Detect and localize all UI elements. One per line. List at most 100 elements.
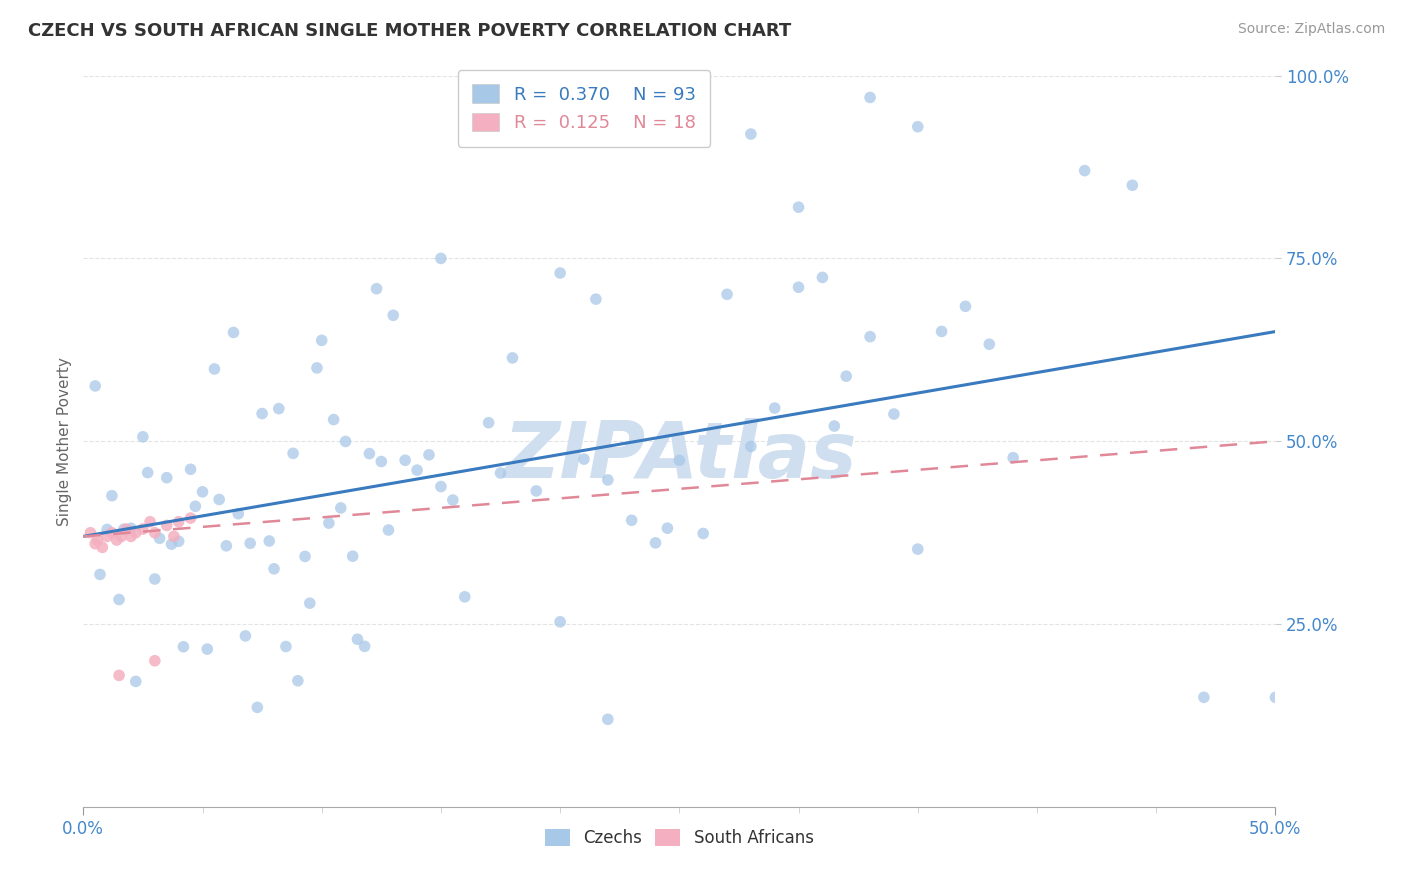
Point xyxy=(377,523,399,537)
Point xyxy=(195,642,218,657)
Point xyxy=(907,542,929,557)
Point xyxy=(156,518,179,533)
Point xyxy=(101,489,124,503)
Point xyxy=(191,484,214,499)
Point xyxy=(222,326,245,340)
Point xyxy=(740,127,762,141)
Point xyxy=(585,292,607,306)
Text: Source: ZipAtlas.com: Source: ZipAtlas.com xyxy=(1237,22,1385,37)
Point xyxy=(787,280,810,294)
Point xyxy=(305,360,328,375)
Point xyxy=(125,525,148,540)
Point xyxy=(79,525,101,540)
Point xyxy=(346,632,368,647)
Point xyxy=(120,521,142,535)
Point xyxy=(311,334,333,348)
Point xyxy=(167,534,190,549)
Point xyxy=(287,673,309,688)
Point xyxy=(239,536,262,550)
Point xyxy=(883,407,905,421)
Point xyxy=(668,90,690,104)
Point xyxy=(596,473,619,487)
Point xyxy=(644,536,666,550)
Point xyxy=(931,325,953,339)
Point xyxy=(143,572,166,586)
Point xyxy=(716,287,738,301)
Point xyxy=(96,529,118,543)
Point xyxy=(979,337,1001,351)
Point xyxy=(84,379,107,393)
Point xyxy=(353,640,375,654)
Point xyxy=(322,412,344,426)
Point xyxy=(139,515,162,529)
Point xyxy=(907,120,929,134)
Point xyxy=(180,511,202,525)
Point xyxy=(208,492,231,507)
Text: CZECH VS SOUTH AFRICAN SINGLE MOTHER POVERTY CORRELATION CHART: CZECH VS SOUTH AFRICAN SINGLE MOTHER POV… xyxy=(28,22,792,40)
Point xyxy=(1192,690,1215,705)
Point xyxy=(359,447,381,461)
Point xyxy=(108,668,131,682)
Point xyxy=(294,549,316,564)
Point xyxy=(167,515,190,529)
Point xyxy=(524,483,547,498)
Point xyxy=(787,200,810,214)
Point xyxy=(955,299,977,313)
Point xyxy=(143,525,166,540)
Point xyxy=(132,522,155,536)
Point xyxy=(572,452,595,467)
Point xyxy=(859,90,882,104)
Point xyxy=(180,462,202,476)
Point xyxy=(204,362,226,376)
Point xyxy=(84,537,107,551)
Text: ZIPAtlas: ZIPAtlas xyxy=(502,418,856,494)
Point xyxy=(657,521,679,535)
Point xyxy=(329,500,352,515)
Point xyxy=(281,446,304,460)
Point xyxy=(163,529,186,543)
Point xyxy=(454,590,477,604)
Y-axis label: Single Mother Poverty: Single Mother Poverty xyxy=(58,357,72,525)
Point xyxy=(274,640,297,654)
Point xyxy=(250,407,273,421)
Point xyxy=(342,549,364,564)
Point xyxy=(620,513,643,527)
Point xyxy=(226,507,249,521)
Point xyxy=(318,516,340,530)
Point xyxy=(112,522,135,536)
Point xyxy=(430,479,453,493)
Point xyxy=(1121,178,1143,193)
Point xyxy=(246,700,269,714)
Point xyxy=(1002,450,1025,465)
Point xyxy=(136,466,159,480)
Point xyxy=(548,266,571,280)
Point xyxy=(366,282,388,296)
Point xyxy=(430,252,453,266)
Point xyxy=(692,526,714,541)
Point xyxy=(125,674,148,689)
Point xyxy=(335,434,357,449)
Point xyxy=(235,629,257,643)
Point xyxy=(89,567,111,582)
Point xyxy=(115,522,138,536)
Point xyxy=(120,529,142,543)
Point xyxy=(418,448,440,462)
Point xyxy=(149,532,172,546)
Point xyxy=(101,525,124,540)
Point xyxy=(596,712,619,726)
Point xyxy=(406,463,429,477)
Point xyxy=(370,454,392,468)
Point xyxy=(859,329,882,343)
Point xyxy=(108,592,131,607)
Point xyxy=(172,640,194,654)
Point xyxy=(489,466,512,480)
Point xyxy=(1264,690,1286,705)
Point xyxy=(382,308,405,322)
Point xyxy=(160,537,183,551)
Point xyxy=(259,533,281,548)
Point xyxy=(298,596,321,610)
Point xyxy=(763,401,786,415)
Point xyxy=(96,523,118,537)
Point xyxy=(267,401,290,416)
Point xyxy=(263,562,285,576)
